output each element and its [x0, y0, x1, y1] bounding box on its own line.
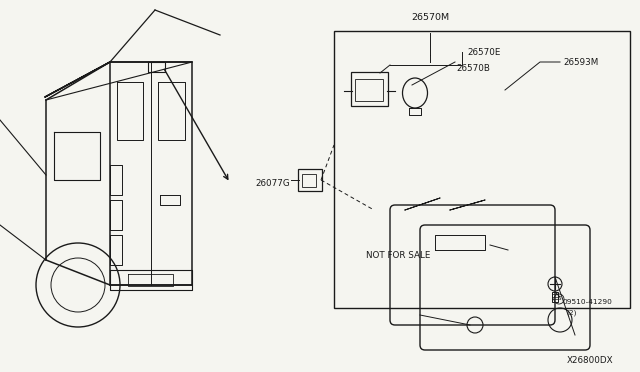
Bar: [552, 292, 558, 302]
Text: 26593M: 26593M: [563, 58, 598, 67]
Bar: [334, 31, 630, 308]
Text: (2): (2): [566, 310, 577, 317]
Text: 26077G: 26077G: [255, 179, 290, 187]
Text: S: S: [557, 296, 561, 301]
Text: 09510-41290: 09510-41290: [563, 299, 613, 305]
Text: 26570E: 26570E: [467, 48, 500, 57]
Text: 26570M: 26570M: [411, 13, 449, 22]
Text: NOT FOR SALE: NOT FOR SALE: [365, 250, 430, 260]
Text: 26570B: 26570B: [456, 64, 490, 73]
Text: X26800DX: X26800DX: [566, 356, 613, 365]
